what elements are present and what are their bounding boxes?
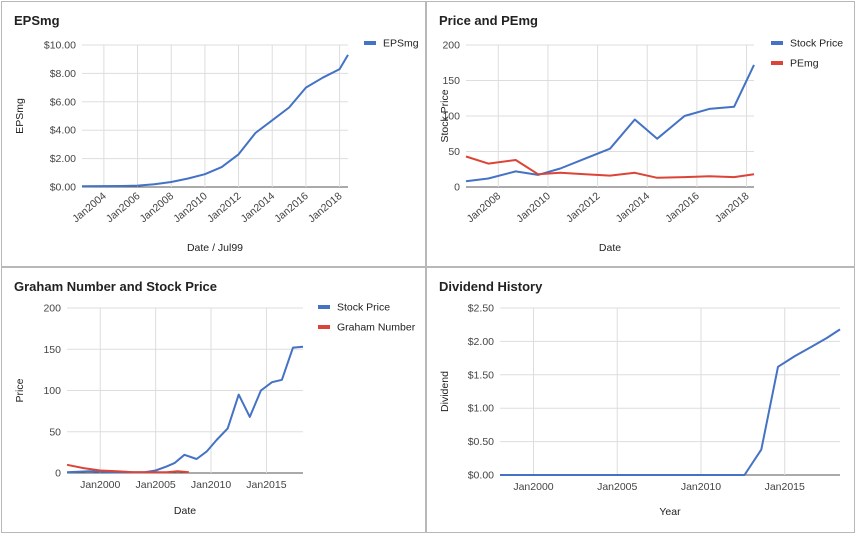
eps-x-tick-label: Jan2012	[205, 190, 244, 225]
eps-x-tick-label: Jan2006	[104, 190, 143, 225]
graham-y-tick-label: 0	[55, 468, 61, 480]
graham-x-tick-label: Jan2015	[246, 479, 286, 491]
price-pe-y-tick-label: 100	[442, 111, 460, 123]
eps-legend-epsmg-label: EPSmg	[383, 38, 419, 50]
dividend-x-tick-label: Jan2005	[597, 481, 637, 493]
price-pe-legend-pemg-label: PEmg	[790, 58, 819, 70]
graham-x-axis-title: Date	[174, 505, 196, 517]
eps-x-tick-label: Jan2010	[171, 190, 210, 225]
eps-x-tick-label: Jan2016	[272, 190, 311, 225]
eps-legend-epsmg-swatch	[364, 41, 376, 45]
price-pe-y-tick-label: 0	[454, 182, 460, 194]
dividend-y-tick-label: $1.50	[468, 369, 494, 381]
dividend-series-0-line	[500, 328, 841, 476]
eps-x-tick-label: Jan2004	[70, 190, 109, 225]
price-pe-stock-price-line	[465, 64, 755, 183]
dividend-y-tick-label: $2.00	[468, 336, 494, 348]
dividend-chart-panel: Dividend History $0.00 $0.50 $1.00 $1.50 $2.…	[426, 267, 855, 533]
graham-chart: 0 50 100 150 200 Jan2000 Jan2005 Jan2010 Jan2015…	[14, 302, 416, 518]
dividend-x-axis-title: Year	[659, 506, 681, 518]
dividend-x-tick-label: Jan2010	[681, 481, 721, 493]
eps-y-tick-label: $10.00	[44, 40, 76, 52]
price-pe-legend-stock-price-swatch	[771, 41, 783, 45]
eps-y-tick-label: $2.00	[50, 153, 76, 165]
graham-legend-stock-price-swatch	[318, 305, 330, 309]
price-pe-x-tick-label: Jan2010	[514, 190, 553, 225]
price-pe-y-tick-label: 150	[442, 75, 460, 87]
price-pe-y-tick-label: 50	[448, 146, 460, 158]
dividend-y-axis-title: Dividend	[439, 371, 451, 412]
graham-legend-graham-number-label: Graham Number	[337, 322, 416, 334]
graham-y-tick-label: 200	[43, 303, 61, 315]
eps-x-tick-label: Jan2018	[306, 190, 345, 225]
eps-chart-title: EPSmg	[14, 13, 60, 28]
graham-x-tick-label: Jan2010	[191, 479, 231, 491]
graham-y-axis-title: Price	[14, 378, 26, 402]
price-pe-x-axis-title: Date	[599, 242, 621, 254]
eps-chart: $0.00$2.00$4.00$6.00$8.00$10.00Jan2004Ja…	[14, 38, 419, 255]
graham-y-tick-label: 100	[43, 385, 61, 397]
graham-y-tick-label: 150	[43, 344, 61, 356]
graham-legend-stock-price-label: Stock Price	[337, 302, 390, 314]
graham-stock-price-line	[66, 345, 304, 474]
dividend-y-tick-label: $2.50	[468, 303, 494, 315]
price-pe-pemg-line	[465, 155, 755, 179]
graham-y-tick-label: 50	[49, 426, 61, 438]
eps-y-tick-label: $4.00	[50, 125, 76, 137]
eps-y-axis-title: EPSmg	[14, 98, 26, 134]
price-pe-x-tick-label: Jan2016	[663, 190, 702, 225]
dividend-y-tick-label: $0.50	[468, 436, 494, 448]
graham-legend-graham-number-swatch	[318, 325, 330, 329]
dividend-x-tick-label: Jan2015	[765, 481, 805, 493]
eps-chart-panel: EPSmg $0.00 $2.00 $4.00 $6.00 $8.00 $10.00 Jan…	[1, 1, 426, 267]
dividend-chart-title: Dividend History	[439, 279, 543, 294]
graham-chart-panel: Graham Number and Stock Price 0 50 100 150 2…	[1, 267, 426, 533]
eps-y-tick-label: $6.00	[50, 96, 76, 108]
price-pe-chart-panel: Price and PEmg 0 50 100 150 200 Jan2008 Jan201…	[426, 1, 855, 267]
price-pe-y-axis-title: Stock Price	[439, 89, 451, 142]
eps-x-tick-label: Jan2014	[239, 190, 278, 225]
eps-epsmg-line	[81, 54, 349, 188]
dividend-y-tick-label: $0.00	[468, 470, 494, 482]
dividend-y-tick-label: $1.00	[468, 403, 494, 415]
price-pe-legend-stock-price-label: Stock Price	[790, 38, 843, 50]
eps-y-tick-label: $0.00	[50, 182, 76, 194]
eps-x-tick-label: Jan2008	[138, 190, 177, 225]
price-pe-x-tick-label: Jan2012	[564, 190, 603, 225]
price-pe-x-tick-label: Jan2018	[713, 190, 752, 225]
price-pe-x-tick-label: Jan2014	[614, 190, 653, 225]
eps-x-axis-title: Date / Jul99	[187, 242, 243, 254]
dividend-x-tick-label: Jan2000	[513, 481, 553, 493]
graham-graham-number-line	[66, 463, 189, 474]
graham-x-tick-label: Jan2005	[135, 479, 175, 491]
price-pe-y-tick-label: 200	[442, 40, 460, 52]
eps-y-tick-label: $8.00	[50, 68, 76, 80]
price-pe-chart-title: Price and PEmg	[439, 13, 538, 28]
graham-chart-title: Graham Number and Stock Price	[14, 279, 218, 294]
price-pe-x-tick-label: Jan2008	[465, 190, 504, 225]
price-pe-legend-pemg-swatch	[771, 61, 783, 65]
graham-x-tick-label: Jan2000	[80, 479, 120, 491]
dividend-chart: $0.00 $0.50 $1.00 $1.50 $2.00 $2.50 Jan2000 Jan…	[439, 303, 841, 518]
price-pe-chart: 0 50 100 150 200 Jan2008 Jan2010 Jan2012 Jan2014…	[439, 38, 843, 255]
